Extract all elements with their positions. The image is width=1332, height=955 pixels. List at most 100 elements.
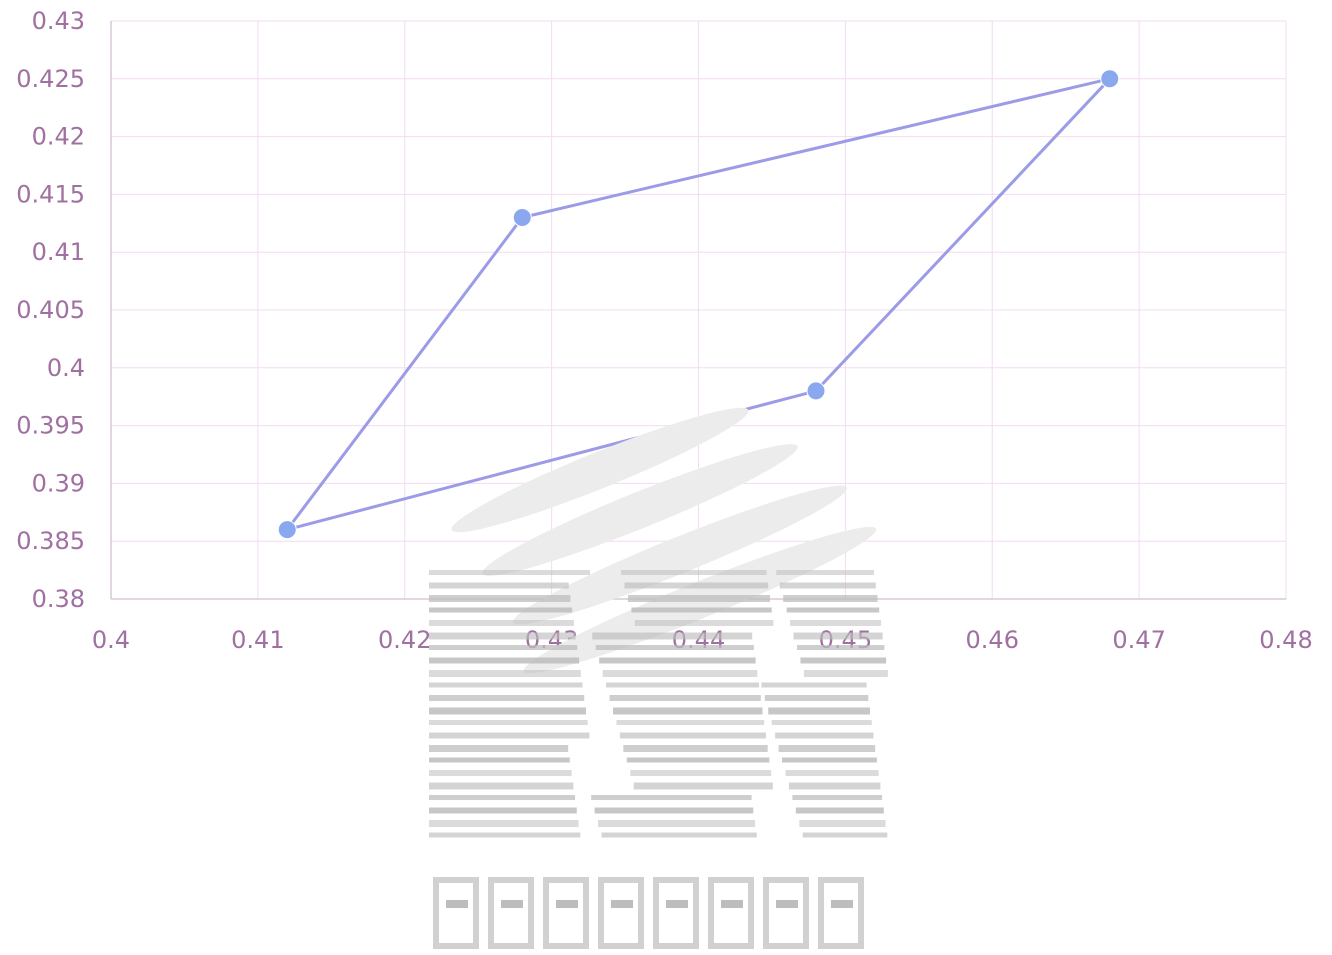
- watermark-wisp: [451, 407, 749, 533]
- watermark-stripe: [429, 732, 590, 739]
- watermark-stripe: [613, 707, 763, 715]
- watermark-stripe: [786, 607, 880, 613]
- watermark-stripe: [602, 670, 758, 677]
- watermark-glyph-bar: [721, 900, 743, 908]
- watermark-stripe: [778, 745, 876, 752]
- watermark-stripe: [800, 657, 887, 664]
- watermark-stripe: [429, 720, 588, 725]
- chart-grid: [110, 20, 1287, 600]
- watermark-stripe: [768, 707, 871, 715]
- watermark-stripe: [775, 732, 874, 739]
- watermark-stripe: [429, 607, 573, 613]
- watermark-stripe: [776, 570, 875, 575]
- watermark-stripe: [788, 782, 881, 790]
- watermark-stripe: [624, 582, 769, 589]
- watermark-stripe: [429, 670, 581, 677]
- y-axis-ticks: 0.38 0.385 0.39 0.395 0.4 0.405 0.41 0.415 0.42 0…: [16, 7, 85, 613]
- watermark-stripe: [630, 770, 772, 776]
- watermark-stripe: [616, 720, 765, 725]
- watermark-stripe: [771, 720, 872, 725]
- watermark-stripe: [429, 745, 569, 752]
- watermark-stripe: [790, 620, 881, 626]
- watermark-stripe: [595, 645, 754, 650]
- x-tick-label: 0.42: [378, 626, 431, 654]
- y-tick-label: 0.39: [32, 469, 85, 497]
- watermark-glyph-bar: [556, 900, 578, 908]
- watermark-stripe: [609, 695, 761, 701]
- watermark-stripe: [429, 620, 574, 626]
- watermark-stripe: [606, 682, 760, 688]
- data-point: [1100, 69, 1120, 89]
- watermark-stripe: [802, 832, 888, 838]
- watermark-stripe: [764, 695, 869, 701]
- watermark-glyph: [598, 877, 644, 949]
- y-tick-label: 0.4: [47, 354, 85, 382]
- x-tick-label: 0.4: [92, 626, 130, 654]
- watermark-stripe: [633, 782, 773, 790]
- data-point: [512, 208, 532, 228]
- watermark-glyph: [818, 877, 864, 949]
- watermark-stripe: [761, 682, 867, 688]
- watermark-stripe: [797, 645, 885, 650]
- x-tick-label: 0.48: [1259, 626, 1312, 654]
- watermark-stripe: [594, 807, 754, 814]
- y-tick-label: 0.385: [16, 527, 85, 555]
- data-point: [277, 520, 297, 540]
- watermark-stripe: [601, 832, 757, 838]
- y-tick-label: 0.425: [16, 65, 85, 93]
- y-tick-label: 0.405: [16, 296, 85, 324]
- watermark-stripe: [793, 632, 883, 640]
- watermark-stripe: [429, 632, 576, 640]
- watermark-glyph-bar: [446, 900, 468, 908]
- watermark-stripe: [623, 745, 768, 752]
- data-point: [806, 381, 826, 401]
- watermark-stripe: [429, 657, 580, 664]
- watermark-stripe: [803, 670, 888, 677]
- watermark-stripe: [598, 820, 756, 827]
- watermark-stripe: [429, 757, 570, 763]
- watermark-glyph: [763, 877, 809, 949]
- watermark-glyph: [433, 877, 479, 949]
- x-tick-label: 0.46: [966, 626, 1019, 654]
- watermark-stripe: [799, 820, 886, 827]
- watermark-stripe: [795, 807, 884, 814]
- watermark-stripe: [429, 807, 577, 814]
- watermark-stripe: [429, 795, 576, 800]
- watermark-stripe: [785, 770, 879, 776]
- watermark-glyph-bar: [611, 900, 633, 908]
- watermark-glyph: [708, 877, 754, 949]
- watermark-glyph: [488, 877, 534, 949]
- y-tick-label: 0.38: [32, 585, 85, 613]
- watermark-stripe: [619, 732, 766, 739]
- watermark-stripe: [591, 795, 752, 800]
- watermark-stripe: [631, 607, 772, 613]
- y-tick-label: 0.395: [16, 412, 85, 440]
- watermark-stripe: [782, 757, 877, 763]
- y-tick-label: 0.41: [32, 238, 85, 266]
- watermark-stripe: [429, 682, 583, 688]
- watermark-glyph: [653, 877, 699, 949]
- watermark-glyph-bar: [831, 900, 853, 908]
- watermark-stripe: [634, 620, 774, 626]
- watermark-wisp: [512, 485, 848, 625]
- watermark-stripe: [783, 595, 878, 602]
- watermark-stripe: [627, 595, 770, 602]
- watermark-stripe: [429, 770, 572, 776]
- watermark-stripe: [429, 695, 585, 701]
- watermark-image: [429, 407, 888, 949]
- watermark-stripe: [429, 645, 578, 650]
- x-tick-label: 0.41: [231, 626, 284, 654]
- y-tick-label: 0.415: [16, 180, 85, 208]
- watermark-wisp: [482, 444, 798, 576]
- watermark-stripe: [429, 595, 571, 602]
- y-tick-label: 0.42: [32, 123, 85, 151]
- watermark-stripe: [429, 832, 581, 838]
- watermark-stripe: [792, 795, 883, 800]
- watermark-stripe: [779, 582, 876, 589]
- watermark-stripe: [429, 820, 579, 827]
- watermark-stripe: [592, 632, 753, 640]
- watermark-stripe: [429, 782, 574, 790]
- watermark-stripe: [429, 570, 590, 575]
- watermark-stripe: [621, 570, 767, 575]
